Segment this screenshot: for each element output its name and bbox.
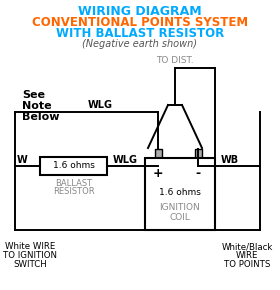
- Text: WB: WB: [221, 155, 239, 165]
- Text: IGNITION: IGNITION: [160, 203, 200, 212]
- Bar: [145, 158, 215, 230]
- Text: CONVENTIONAL POINTS SYSTEM: CONVENTIONAL POINTS SYSTEM: [32, 16, 248, 29]
- Text: 1.6 ohms: 1.6 ohms: [159, 188, 201, 197]
- Text: White WIRE: White WIRE: [5, 242, 55, 251]
- Text: Below: Below: [22, 112, 59, 122]
- Text: See: See: [22, 90, 45, 100]
- Text: -: -: [195, 167, 200, 180]
- Bar: [155, 149, 162, 158]
- Text: WLG: WLG: [87, 100, 113, 110]
- Bar: [40, 157, 107, 175]
- Text: W: W: [17, 155, 28, 165]
- Text: SWITCH: SWITCH: [13, 260, 47, 269]
- Text: Note: Note: [22, 101, 52, 111]
- Text: TO IGNITION: TO IGNITION: [3, 251, 57, 260]
- Bar: [195, 149, 202, 158]
- Text: RESISTOR: RESISTOR: [53, 187, 94, 196]
- Text: TO POINTS: TO POINTS: [224, 260, 270, 269]
- Text: 1.6 ohms: 1.6 ohms: [53, 162, 94, 171]
- Text: WIRING DIAGRAM: WIRING DIAGRAM: [78, 5, 202, 18]
- Text: +: +: [153, 167, 163, 180]
- Text: BALLAST: BALLAST: [55, 179, 92, 188]
- Text: WLG: WLG: [113, 155, 137, 165]
- Text: COIL: COIL: [170, 213, 190, 222]
- Text: TO DIST.: TO DIST.: [156, 56, 194, 65]
- Text: WITH BALLAST RESISTOR: WITH BALLAST RESISTOR: [56, 27, 224, 40]
- Text: (Negative earth shown): (Negative earth shown): [83, 39, 197, 49]
- Text: White/Black: White/Black: [221, 242, 273, 251]
- Text: WIRE: WIRE: [236, 251, 258, 260]
